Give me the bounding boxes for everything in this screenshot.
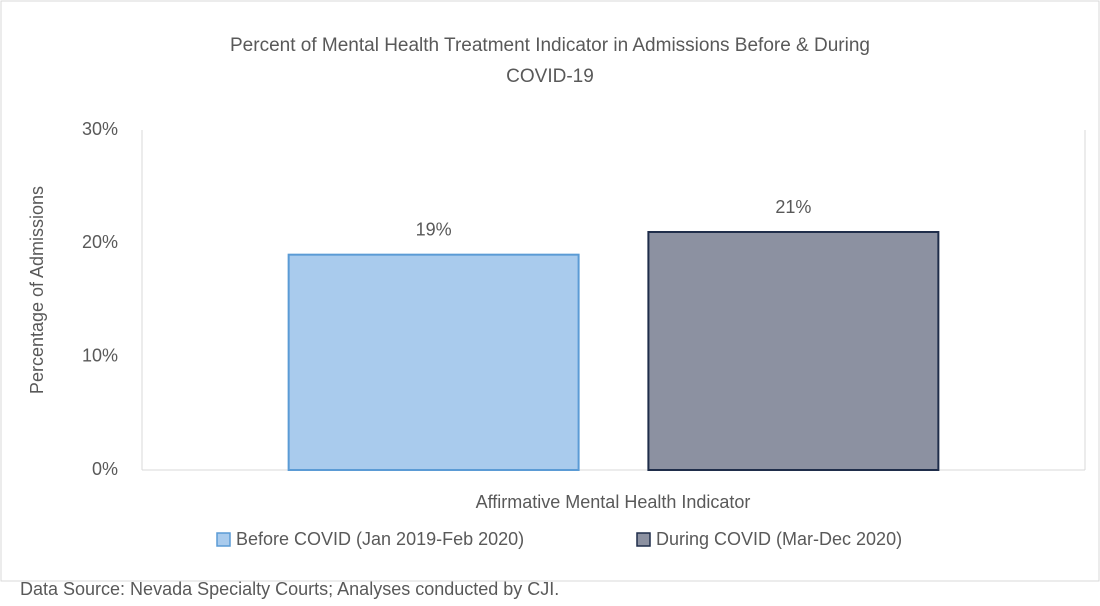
legend-label: Before COVID (Jan 2019-Feb 2020)	[236, 529, 524, 549]
legend-swatch	[636, 532, 651, 547]
y-tick-label: 30%	[82, 119, 118, 139]
chart-border	[0, 0, 1100, 582]
y-tick-label: 20%	[82, 232, 118, 252]
y-axis-label: Percentage of Admissions	[27, 186, 47, 394]
legend-swatch	[216, 532, 231, 547]
y-tick-label: 10%	[82, 345, 118, 365]
data-label: 21%	[775, 197, 811, 217]
bar	[647, 231, 940, 471]
chart-title: Percent of Mental Health Treatment Indic…	[230, 35, 870, 87]
legend-label: During COVID (Mar-Dec 2020)	[656, 529, 902, 549]
x-axis-label: Affirmative Mental Health Indicator	[476, 492, 751, 512]
bar	[287, 253, 580, 471]
data-label: 19%	[416, 219, 452, 239]
y-tick-label: 0%	[92, 459, 118, 479]
source-note: Data Source: Nevada Specialty Courts; An…	[20, 579, 559, 599]
